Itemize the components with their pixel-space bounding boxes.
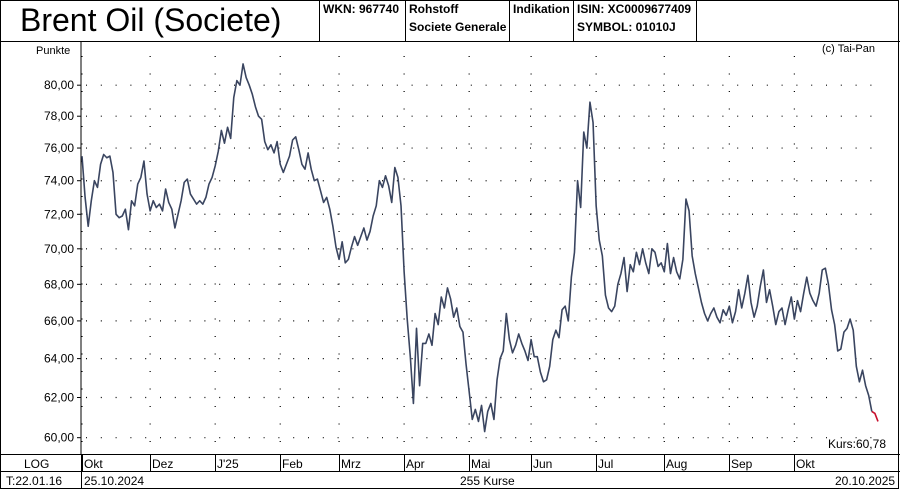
y-tick-label: 78,00 bbox=[44, 109, 74, 123]
header: Brent Oil (Societe) WKN: 967740 Rohstoff… bbox=[0, 0, 900, 41]
y-tick-label: 80,00 bbox=[44, 78, 74, 92]
y-tick-label: 72,00 bbox=[44, 207, 74, 221]
isin-cell: ISIN: XC0009677409 SYMBOL: 01010J bbox=[573, 0, 697, 41]
x-month-label: Apr bbox=[406, 457, 425, 471]
isin-label: ISIN: XC0009677409 bbox=[577, 2, 692, 16]
x-month-tick bbox=[82, 454, 83, 471]
price-line-layer bbox=[81, 63, 879, 433]
x-month-label: Mai bbox=[471, 457, 491, 471]
copyright-label: (c) Tai-Pan bbox=[822, 43, 875, 55]
y-unit-label: Punkte bbox=[36, 45, 70, 57]
x-month-tick bbox=[664, 454, 665, 471]
x-month-label: J'25 bbox=[217, 457, 239, 471]
y-tick-label: 60,00 bbox=[44, 431, 74, 445]
x-month-tick bbox=[729, 454, 730, 471]
latest-price-segment bbox=[871, 410, 879, 422]
x-month-tick bbox=[596, 454, 597, 471]
x-month-label: Okt bbox=[796, 457, 815, 471]
type-label: Indikation bbox=[513, 2, 570, 16]
type-cell: Indikation bbox=[509, 0, 573, 41]
y-tick-label: 76,00 bbox=[44, 141, 74, 155]
start-date-label: 25.10.2024 bbox=[84, 474, 145, 488]
timestamp-label: T:22.01.16 bbox=[6, 474, 63, 488]
y-tick-label: 62,00 bbox=[44, 391, 74, 405]
x-month-label: Sep bbox=[731, 457, 753, 471]
scale-label: LOG bbox=[24, 457, 50, 471]
wkn-cell: WKN: 967740 bbox=[319, 0, 405, 41]
wkn-label: WKN: 967740 bbox=[323, 2, 400, 16]
issuer-label: Societe Generale bbox=[409, 20, 507, 34]
count-label: 255 Kurse bbox=[460, 474, 515, 488]
category-label: Rohstoff bbox=[409, 2, 459, 16]
footer-top-divider bbox=[0, 454, 900, 455]
chart-area: Punkte (c) Tai-Pan Kurs:60,78 60,00 62,00… bbox=[0, 42, 900, 454]
x-month-label: Jul bbox=[598, 457, 614, 471]
y-tick-label: 66,00 bbox=[44, 314, 74, 328]
end-date-label: 20.10.2025 bbox=[835, 474, 896, 488]
x-month-tick bbox=[404, 454, 405, 471]
x-month-tick bbox=[794, 454, 795, 471]
y-tick-label: 70,00 bbox=[44, 242, 74, 256]
x-month-tick bbox=[469, 454, 470, 471]
y-tick-label: 74,00 bbox=[44, 174, 74, 188]
y-tick-label: 68,00 bbox=[44, 277, 74, 291]
x-month-tick bbox=[280, 454, 281, 471]
x-month-tick bbox=[150, 454, 151, 471]
price-series-line bbox=[81, 63, 873, 433]
price-chart: Punkte (c) Tai-Pan Kurs:60,78 60,00 62,00… bbox=[36, 42, 886, 454]
x-month-label: Jun bbox=[533, 457, 553, 471]
x-month-label: Feb bbox=[282, 457, 303, 471]
symbol-label: SYMBOL: 01010J bbox=[577, 20, 676, 34]
x-month-tick bbox=[215, 454, 216, 471]
footer-left-separator bbox=[81, 454, 82, 489]
header-divider bbox=[0, 41, 900, 42]
x-month-tick bbox=[339, 454, 340, 471]
x-month-label: Dez bbox=[152, 457, 174, 471]
x-month-label: Okt bbox=[84, 457, 103, 471]
y-tick-layer: 60,00 62,00 64,00 66,00 68,00 70,00 72,00 74,00… bbox=[44, 78, 81, 445]
category-cell: Rohstoff Societe Generale bbox=[405, 0, 509, 41]
last-price-label: Kurs:60,78 bbox=[828, 437, 886, 451]
instrument-title: Brent Oil (Societe) bbox=[20, 2, 282, 38]
x-month-label: Aug bbox=[666, 457, 688, 471]
footer-mid-divider bbox=[0, 471, 900, 472]
x-month-tick bbox=[531, 454, 532, 471]
y-tick-label: 64,00 bbox=[44, 352, 74, 366]
grid-layer bbox=[81, 56, 878, 450]
x-month-label: Mrz bbox=[341, 457, 361, 471]
